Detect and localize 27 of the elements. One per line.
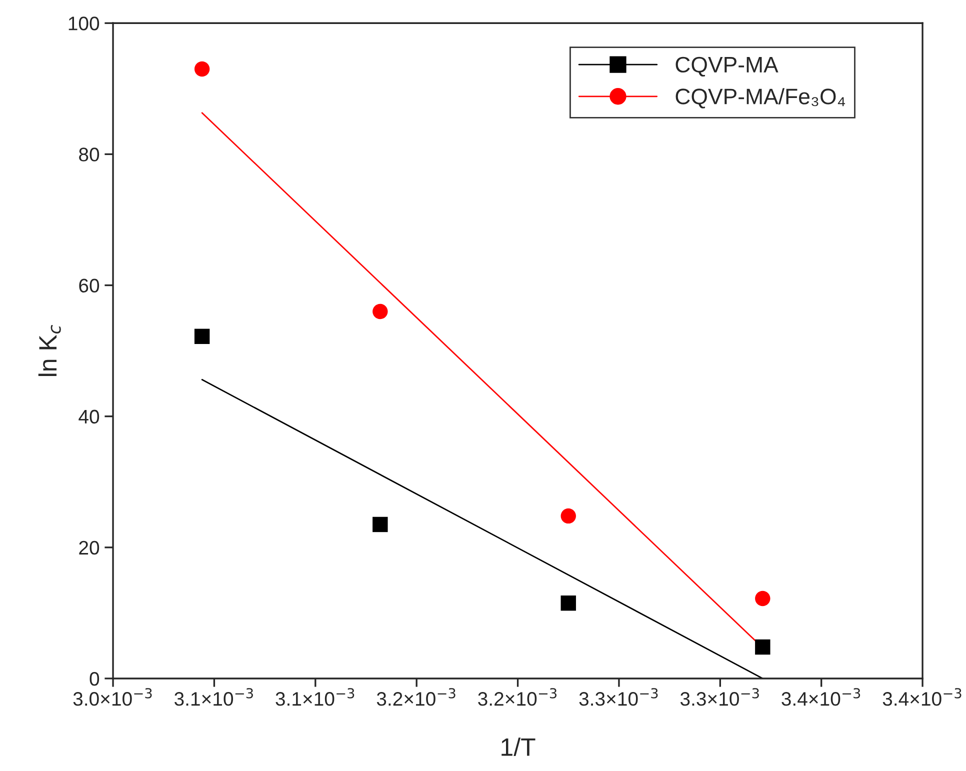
point: [372, 516, 388, 532]
x-tick-label: 3.1×10$^{−3}$: [276, 688, 354, 706]
x-axis-title: 1/T: [502, 738, 536, 756]
point: [372, 304, 388, 320]
y-tick-label: 80: [79, 148, 100, 162]
y-axis-title: ln K$_{c}$: [38, 324, 61, 376]
x-tick-label: 3.0×10$^{−3}$: [73, 688, 152, 706]
x-tick-label: 3.4×10$^{−3}$: [782, 688, 860, 706]
x-tick-label: 3.2×10$^{−3}$: [376, 688, 456, 706]
x-tick-label: 3.2×10$^{−3}$: [478, 688, 557, 706]
point: [755, 639, 770, 655]
point: [560, 596, 576, 611]
x-tick-label: 3.4×10$^{−3}$: [882, 688, 962, 706]
x-tick-label: 3.3×10$^{−3}$: [579, 688, 658, 706]
y-tick-label: 60: [79, 278, 100, 293]
point: [194, 328, 210, 344]
y-tick-label: 100: [68, 16, 100, 30]
x-tick-label: 3.3×10$^{−3}$: [680, 688, 759, 706]
y-tick-label: 20: [79, 540, 100, 555]
legend-label: CQVP-MA/Fe₃O₄: [676, 88, 846, 108]
point: [755, 590, 770, 606]
point: [194, 61, 210, 77]
point: [560, 508, 576, 524]
y-tick-label: 40: [78, 410, 100, 424]
legend-label: CQVP-MA: [676, 56, 778, 77]
x-tick-label: 3.1×10$^{−3}$: [174, 688, 253, 706]
y-tick-label: 0: [90, 672, 100, 686]
